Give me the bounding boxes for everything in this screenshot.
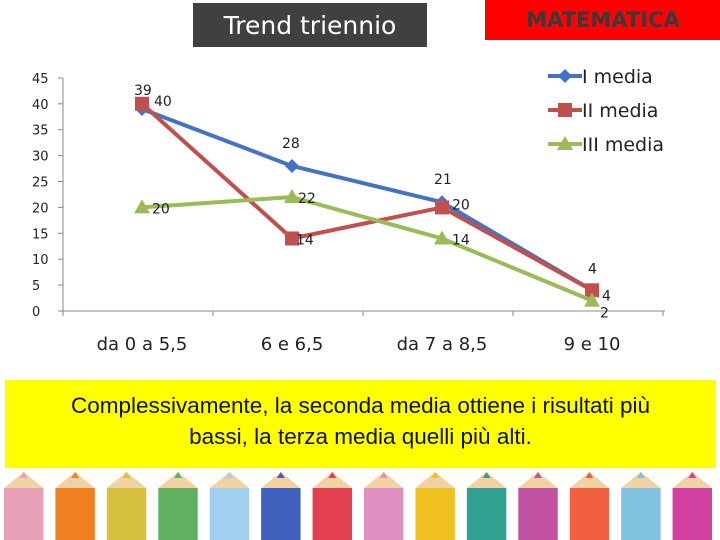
pencil-icon — [518, 472, 558, 540]
data-label: 14 — [296, 232, 314, 248]
pencils-decoration — [4, 472, 712, 540]
y-tick-label: 40 — [32, 98, 49, 113]
pencil-icon — [672, 472, 712, 540]
y-tick-label: 5 — [32, 279, 40, 294]
x-tick-label: 6 e 6,5 — [261, 334, 324, 355]
y-tick-label: 0 — [32, 305, 40, 320]
data-label: 21 — [434, 172, 452, 188]
legend-label: III media — [582, 134, 664, 156]
pencil-icon — [209, 472, 250, 540]
data-point — [435, 200, 449, 215]
data-label: 2 — [600, 306, 609, 322]
legend-marker — [558, 103, 572, 117]
data-label: 40 — [154, 94, 172, 110]
pencil-icon — [415, 472, 455, 540]
data-point — [134, 199, 150, 214]
pencil-icon — [4, 472, 44, 540]
legend-label: II media — [582, 100, 658, 122]
y-tick-label: 30 — [32, 150, 49, 165]
legend-marker — [558, 69, 572, 83]
data-point — [285, 231, 299, 246]
data-point — [584, 292, 600, 307]
chart-title: Trend triennio — [193, 3, 427, 47]
legend-marker — [557, 136, 573, 150]
pencil-icon — [466, 472, 507, 540]
series-line-2 — [140, 102, 593, 293]
data-label: 22 — [298, 191, 316, 207]
pencil-icon — [261, 472, 301, 540]
series-line-3 — [141, 195, 593, 303]
data-label: 39 — [134, 83, 152, 99]
series-line-1 — [141, 107, 594, 293]
y-tick-label: 25 — [32, 176, 49, 191]
y-tick-label: 15 — [32, 227, 49, 242]
pencil-icon — [106, 472, 147, 540]
pencil-icon — [621, 472, 661, 540]
x-tick-label: da 0 a 5,5 — [97, 334, 188, 355]
data-point — [284, 189, 300, 204]
x-tick-label: da 7 a 8,5 — [397, 334, 488, 355]
pencil-icon — [364, 472, 404, 540]
legend-label: I media — [582, 66, 653, 88]
data-point — [285, 158, 299, 173]
x-tick-label: 9 e 10 — [564, 334, 621, 355]
data-label: 4 — [602, 288, 611, 304]
line-chart: 0 5 10 15 20 25 30 35 40 45 da 0 a 5,5 6 e 6,5 da 7 … — [32, 66, 665, 355]
pencil-icon — [569, 472, 610, 540]
conclusion-box: Complessivamente, la seconda media ottie… — [5, 380, 716, 468]
data-label: 20 — [452, 197, 470, 213]
data-point — [135, 96, 149, 111]
data-label: 28 — [282, 136, 300, 152]
pencil-icon — [312, 472, 352, 540]
data-point — [434, 230, 450, 245]
pencil-icon — [158, 472, 198, 540]
subject-badge: MATEMATICA — [484, 0, 720, 40]
data-label: 20 — [152, 201, 170, 217]
y-tick-label: 45 — [32, 72, 49, 87]
y-tick-label: 35 — [32, 124, 49, 139]
data-point — [585, 283, 599, 298]
data-label: 4 — [588, 261, 597, 277]
pencil-icon — [55, 472, 95, 540]
y-tick-label: 10 — [32, 253, 49, 268]
data-label: 14 — [452, 232, 470, 248]
conclusion-text: Complessivamente, la seconda media ottie… — [70, 393, 651, 449]
y-tick-label: 20 — [32, 201, 49, 216]
